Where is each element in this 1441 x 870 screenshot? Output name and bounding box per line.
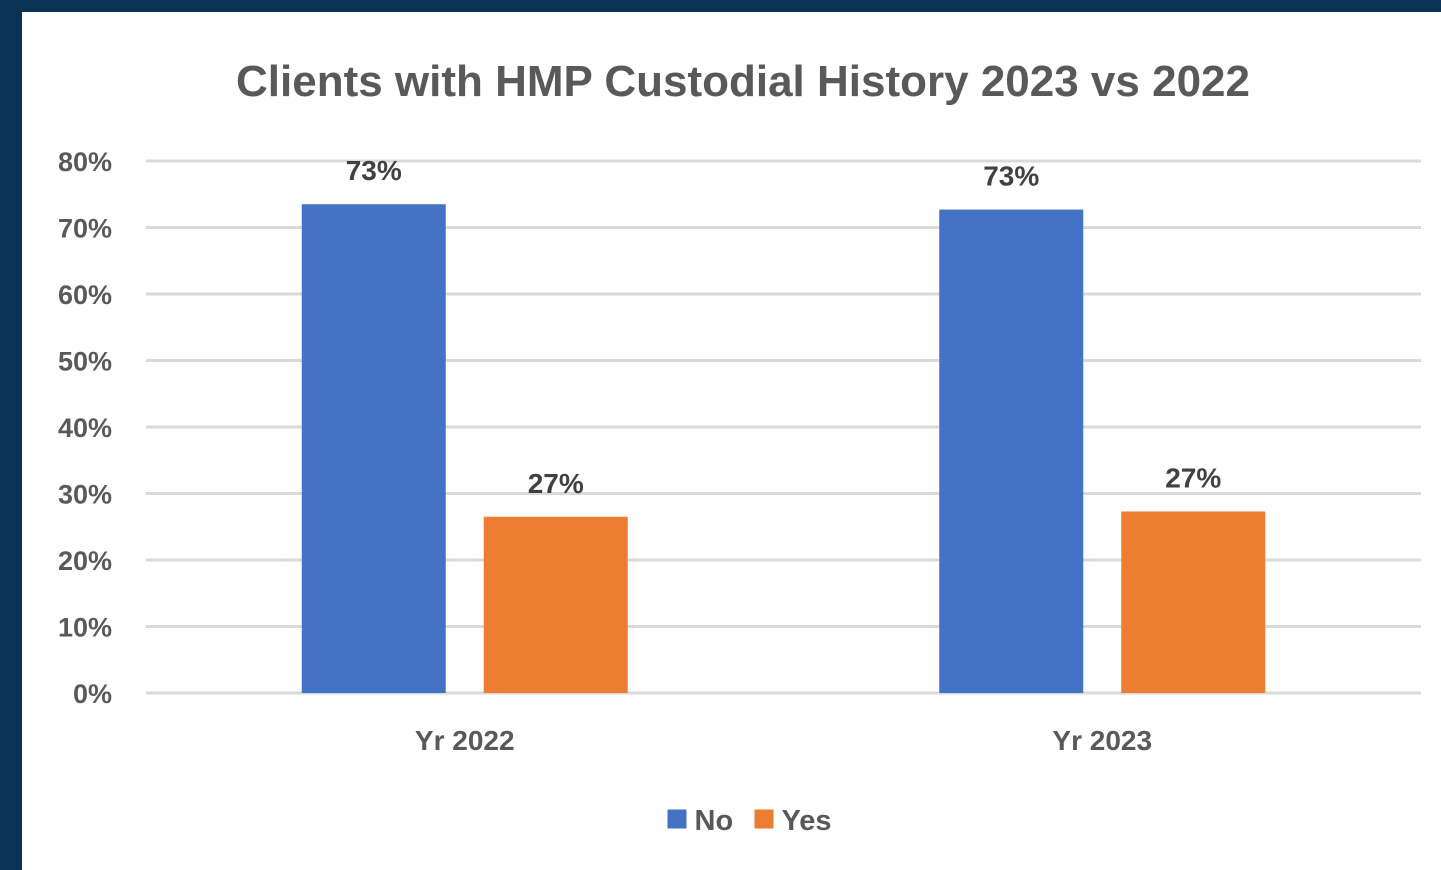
y-tick-label: 40% [58, 413, 112, 443]
bars [301, 204, 1266, 694]
data-label: 73% [346, 155, 402, 186]
x-axis-category-labels: Yr 2022 Yr 2023 [415, 725, 1152, 756]
chart-title: Clients with HMP Custodial History 2023 … [236, 57, 1250, 106]
legend-label-yes: Yes [782, 805, 832, 837]
bar-chart: Clients with HMP Custodial History 2023 … [58, 57, 1421, 837]
chart-panel: Clients with HMP Custodial History 2023 … [22, 12, 1441, 870]
y-tick-label: 80% [58, 147, 112, 177]
data-label: 73% [983, 161, 1039, 192]
legend-swatch-yes [754, 809, 774, 829]
data-label: 27% [528, 468, 584, 499]
legend: No Yes [667, 805, 832, 837]
y-tick-label: 10% [58, 613, 112, 643]
y-tick-label: 30% [58, 480, 112, 510]
y-axis-tick-labels: 0% 10% 20% 30% 40% 50% 60% 70% 80% [58, 147, 112, 709]
y-tick-label: 0% [73, 679, 112, 709]
x-category-label: Yr 2022 [415, 725, 515, 756]
bar-no-yr-2023 [939, 209, 1084, 694]
y-tick-label: 70% [58, 214, 112, 244]
data-labels: 73% 27% 73% 27% [346, 155, 1222, 499]
bar-yes-yr-2023 [1121, 511, 1266, 693]
legend-swatch-no [667, 809, 687, 829]
y-tick-label: 20% [58, 546, 112, 576]
bar-no-yr-2022 [301, 204, 446, 693]
bar-yes-yr-2022 [483, 516, 628, 693]
y-tick-label: 50% [58, 347, 112, 377]
x-category-label: Yr 2023 [1052, 725, 1152, 756]
legend-label-no: No [695, 805, 734, 837]
y-tick-label: 60% [58, 280, 112, 310]
data-label: 27% [1165, 462, 1221, 493]
